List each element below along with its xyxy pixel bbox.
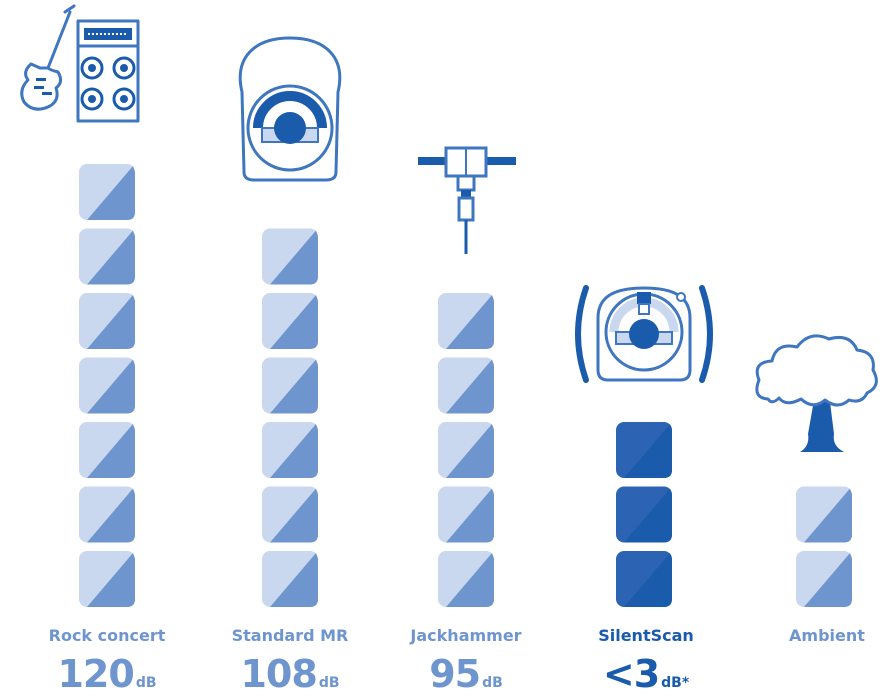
bar-block (438, 293, 494, 349)
value-number: 120 (57, 652, 134, 696)
category-label-jackhammer: Jackhammer (410, 626, 522, 645)
bar-block (79, 293, 135, 349)
category-label-rock-concert: Rock concert (48, 626, 166, 645)
category-label-silentscan: SilentScan (598, 626, 694, 645)
bar-block (616, 486, 672, 543)
value-unit: dB (318, 675, 340, 691)
bar-block (262, 357, 318, 414)
value-number: 108 (240, 652, 317, 696)
bar-block (438, 357, 494, 414)
bar-block (79, 422, 135, 478)
bar-block (262, 486, 318, 543)
bar-block (438, 422, 494, 478)
jackhammer-icon (418, 146, 516, 254)
value-label-standard-mr: 108 dB (200, 652, 380, 696)
bar-block (616, 551, 672, 607)
value-unit: dB* (661, 675, 690, 691)
value-prefix: < (602, 652, 635, 696)
value-label-silentscan: <3 dB* (556, 652, 736, 696)
category-label-ambient: Ambient (789, 626, 865, 645)
value-number: 95 (429, 652, 481, 696)
bar-block (262, 228, 318, 285)
bar-block (79, 164, 135, 220)
bar-block (262, 422, 318, 478)
bar-block (796, 486, 852, 543)
bar-block (438, 551, 494, 607)
bar-block (79, 486, 135, 543)
value-unit: dB (482, 675, 503, 691)
bar-blocks (79, 164, 852, 607)
category-label-standard-mr: Standard MR (231, 626, 349, 645)
value-label-jackhammer: 95 dB (376, 652, 556, 696)
value-number: 3 (633, 652, 660, 696)
silentscan-scanner-icon (575, 285, 713, 383)
bar-block (262, 551, 318, 607)
bar-block (79, 228, 135, 285)
bar-block (616, 422, 672, 478)
bar-block (79, 551, 135, 607)
guitar-amplifier-icon (20, 4, 140, 123)
bar-block (796, 551, 852, 607)
bar-block (79, 357, 135, 414)
value-label-rock-concert: 120 dB (17, 652, 197, 696)
tree-icon (755, 334, 878, 452)
mr-scanner-icon (238, 36, 342, 182)
value-unit: dB (135, 675, 157, 691)
bar-block (262, 293, 318, 349)
bar-block (438, 486, 494, 543)
